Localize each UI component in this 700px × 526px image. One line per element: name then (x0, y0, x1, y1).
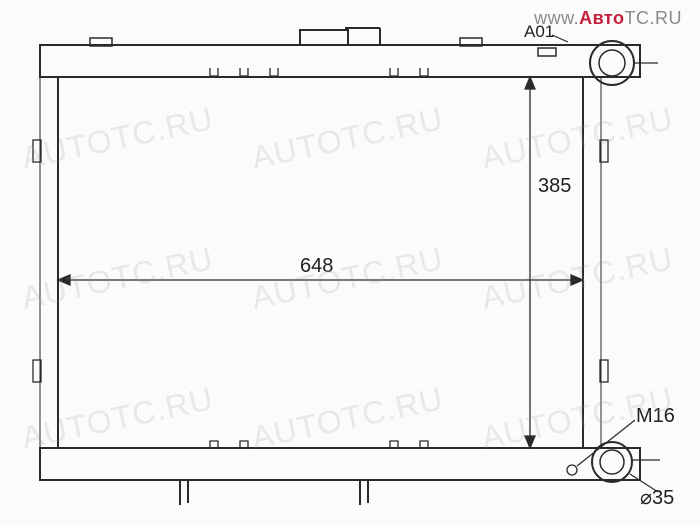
mount-tab (538, 48, 556, 56)
leader-a01 (552, 35, 568, 42)
top-tank (40, 45, 640, 77)
right-rail (583, 77, 601, 448)
thread-label: M16 (636, 405, 675, 428)
port-top (590, 41, 634, 85)
url-ru: .RU (650, 8, 683, 28)
source-url: www.AвтоТС.RU (534, 8, 682, 29)
port-code-label: A01 (524, 22, 554, 42)
leader-m16 (577, 420, 635, 466)
dim-height (58, 77, 535, 448)
dim-height-label: 385 (538, 175, 571, 198)
url-tc: ТС (625, 8, 650, 28)
radiator-drawing (0, 0, 700, 526)
dim-width-label: 648 (300, 255, 333, 278)
filler-neck (300, 30, 348, 45)
diameter-label: ⌀35 (640, 485, 674, 510)
url-auto: Aвто (579, 8, 624, 28)
dim-width (58, 77, 583, 285)
left-rail (40, 77, 58, 448)
drain-plug (567, 465, 577, 475)
top-brackets (210, 68, 428, 76)
bottom-brackets (210, 441, 428, 448)
bottom-tank (40, 448, 640, 480)
